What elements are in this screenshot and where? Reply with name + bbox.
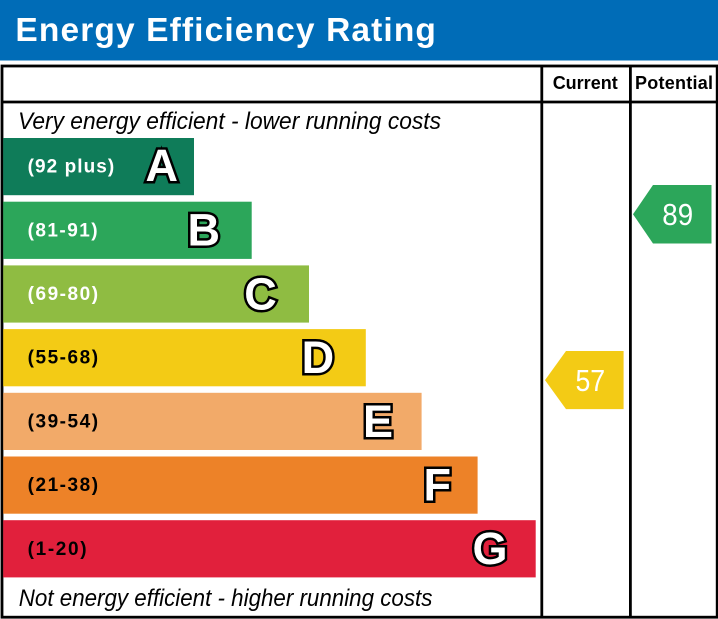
svg-text:B: B — [187, 205, 220, 256]
svg-text:(1-20): (1-20) — [28, 539, 87, 560]
svg-text:G: G — [472, 523, 507, 574]
svg-text:(21-38): (21-38) — [28, 475, 99, 496]
svg-text:(55-68): (55-68) — [28, 348, 99, 369]
svg-text:(92 plus): (92 plus) — [28, 157, 115, 178]
svg-text:(81-91): (81-91) — [28, 220, 98, 241]
svg-text:Potential: Potential — [635, 73, 713, 93]
svg-text:Energy Efficiency Rating: Energy Efficiency Rating — [15, 12, 436, 49]
svg-text:Not energy efficient - higher: Not energy efficient - higher running co… — [19, 585, 433, 612]
svg-text:57: 57 — [575, 363, 605, 398]
svg-text:C: C — [244, 268, 277, 319]
svg-text:Very energy efficient - lower: Very energy efficient - lower running co… — [18, 108, 441, 135]
svg-text:(39-54): (39-54) — [28, 411, 99, 432]
svg-text:E: E — [363, 396, 393, 447]
svg-text:Current: Current — [553, 73, 618, 93]
svg-text:89: 89 — [662, 197, 693, 232]
svg-text:F: F — [424, 459, 452, 510]
svg-text:(69-80): (69-80) — [28, 284, 99, 305]
svg-text:D: D — [302, 332, 335, 383]
svg-text:A: A — [145, 140, 178, 191]
